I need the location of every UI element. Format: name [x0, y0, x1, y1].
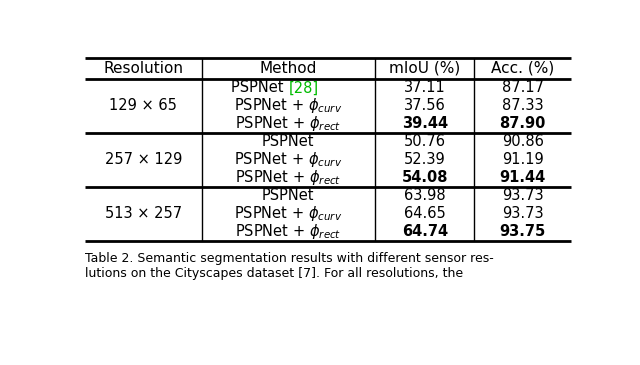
Text: 87.90: 87.90	[499, 116, 546, 131]
Text: [28]: [28]	[288, 80, 319, 95]
Text: 39.44: 39.44	[402, 116, 448, 131]
Text: Acc. (%): Acc. (%)	[491, 61, 554, 76]
Text: PSPNet: PSPNet	[262, 188, 315, 203]
Text: PSPNet + $\phi_{rect}$: PSPNet + $\phi_{rect}$	[235, 168, 342, 187]
Text: 93.73: 93.73	[502, 206, 543, 221]
Text: 91.19: 91.19	[502, 152, 543, 167]
Text: 63.98: 63.98	[404, 188, 445, 203]
Text: PSPNet + $\phi_{curv}$: PSPNet + $\phi_{curv}$	[234, 150, 342, 169]
Text: PSPNet: PSPNet	[262, 134, 315, 149]
Text: PSPNet: PSPNet	[231, 80, 288, 95]
Text: 37.56: 37.56	[404, 98, 445, 113]
Text: 90.86: 90.86	[502, 134, 543, 149]
Text: 93.75: 93.75	[500, 224, 546, 239]
Text: 52.39: 52.39	[404, 152, 445, 167]
Text: PSPNet + $\phi_{curv}$: PSPNet + $\phi_{curv}$	[234, 204, 342, 223]
Text: 93.73: 93.73	[502, 188, 543, 203]
Text: 64.74: 64.74	[402, 224, 448, 239]
Text: 64.65: 64.65	[404, 206, 445, 221]
Text: 513 × 257: 513 × 257	[105, 206, 182, 221]
Text: Table 2. Semantic segmentation results with different sensor res-
lutions on the: Table 2. Semantic segmentation results w…	[85, 252, 493, 280]
Text: mIoU (%): mIoU (%)	[389, 61, 460, 76]
Text: 129 × 65: 129 × 65	[109, 98, 177, 113]
Text: 257 × 129: 257 × 129	[104, 152, 182, 167]
Text: PSPNet + $\phi_{rect}$: PSPNet + $\phi_{rect}$	[235, 114, 342, 133]
Text: 37.11: 37.11	[404, 80, 445, 95]
Text: 91.44: 91.44	[500, 170, 546, 185]
Text: PSPNet + $\phi_{rect}$: PSPNet + $\phi_{rect}$	[235, 222, 342, 241]
Text: PSPNet + $\phi_{curv}$: PSPNet + $\phi_{curv}$	[234, 96, 342, 115]
Text: 50.76: 50.76	[404, 134, 445, 149]
Text: Method: Method	[260, 61, 317, 76]
Text: 87.33: 87.33	[502, 98, 543, 113]
Text: Resolution: Resolution	[103, 61, 183, 76]
Text: 54.08: 54.08	[401, 170, 448, 185]
Text: 87.17: 87.17	[502, 80, 544, 95]
